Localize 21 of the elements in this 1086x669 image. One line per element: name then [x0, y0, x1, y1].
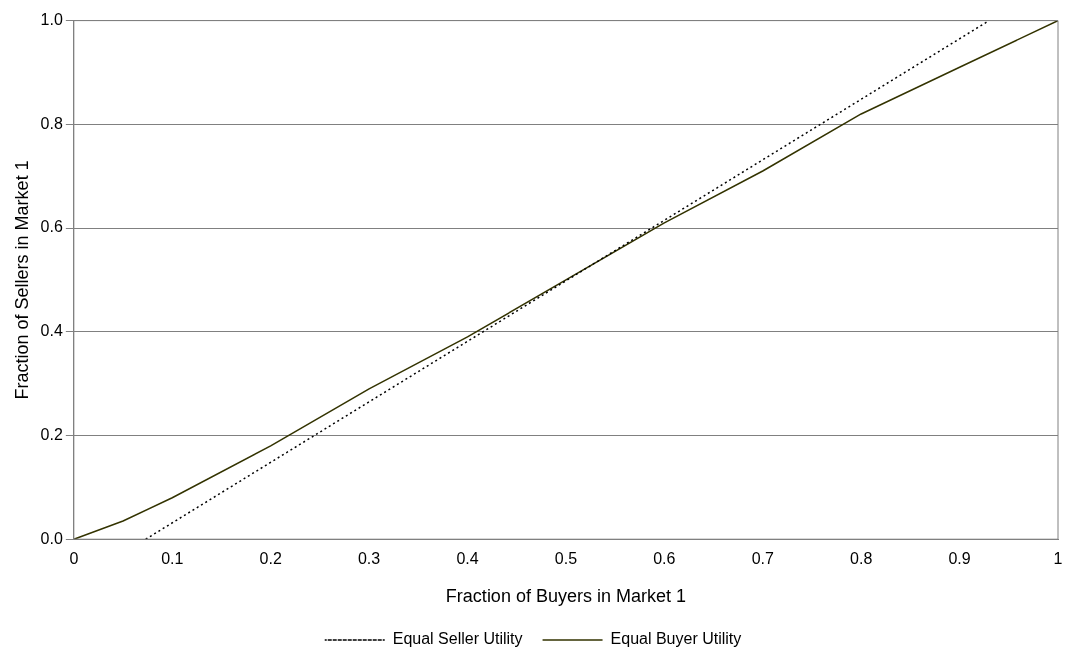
- x-tick-label: 0.8: [850, 550, 873, 568]
- legend-label: Equal Seller Utility: [392, 630, 523, 648]
- x-tick-label: 1: [1053, 550, 1063, 568]
- x-tick-label: 0.9: [948, 550, 971, 568]
- y-axis-title: Fraction of Sellers in Market 1: [11, 160, 32, 400]
- x-tick-label: 0.1: [161, 550, 184, 568]
- x-axis-title: Fraction of Buyers in Market 1: [445, 586, 686, 607]
- x-tick-label: 0: [69, 550, 79, 568]
- y-tick-label: 1.0: [40, 11, 63, 29]
- x-tick-label: 0.4: [456, 550, 479, 568]
- x-tick-label: 0.3: [357, 550, 381, 568]
- x-tick-label: 0.2: [259, 550, 282, 568]
- legend-label: Equal Buyer Utility: [610, 630, 742, 648]
- y-tick-label: 0.6: [40, 218, 63, 236]
- y-tick-label: 0.8: [40, 114, 63, 132]
- x-tick-label: 0.5: [554, 550, 578, 568]
- x-tick-label: 0.7: [751, 550, 774, 568]
- y-tick-label: 0.0: [40, 529, 63, 547]
- x-tick-label: 0.6: [653, 550, 676, 568]
- y-tick-label: 0.4: [40, 322, 63, 340]
- y-tick-label: 0.2: [40, 425, 63, 443]
